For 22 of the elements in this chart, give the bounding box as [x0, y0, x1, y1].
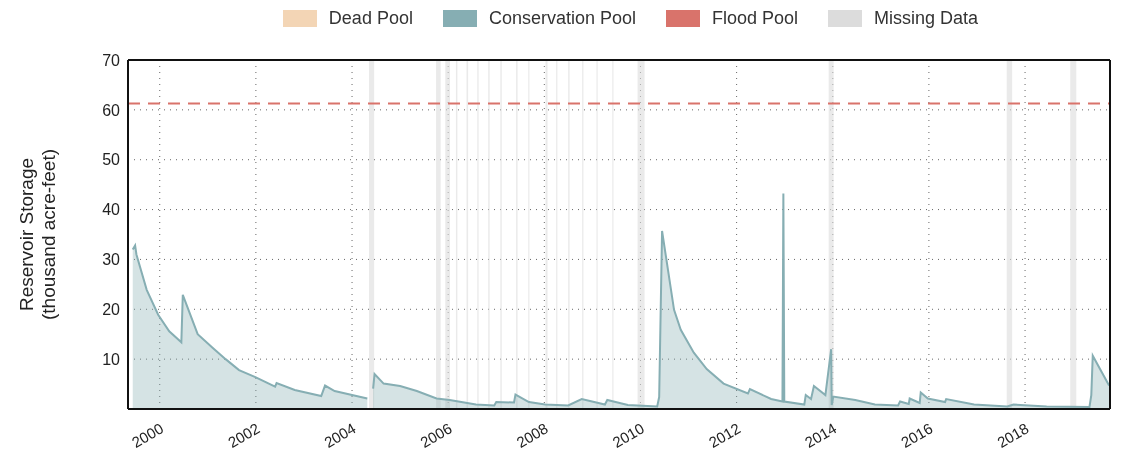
legend-label: Flood Pool	[712, 8, 799, 29]
x-tick-label: 2018	[994, 419, 1032, 451]
legend-label: Conservation Pool	[488, 8, 637, 29]
x-tick-label: 2010	[609, 419, 647, 451]
legend-label: Missing Data	[874, 8, 979, 29]
y-tick-label: 60	[102, 101, 121, 119]
y-tick-label: 30	[102, 251, 121, 269]
x-tick-label: 2008	[513, 419, 551, 451]
y-axis-title: Reservoir Storage (thousand acre-feet)	[16, 148, 59, 321]
y-tick-label: 70	[102, 51, 121, 69]
y-tick-label: 40	[102, 201, 121, 219]
x-tick-label: 2014	[801, 419, 840, 451]
x-tick-label: 2016	[898, 419, 936, 451]
x-tick-label: 2006	[417, 419, 455, 451]
y-tick-label: 50	[102, 151, 121, 169]
text: Dead Pool	[328, 8, 413, 29]
x-tick-label: 2004	[321, 419, 359, 451]
x-tick-label: 2000	[128, 419, 167, 451]
x-tick-label: 2012	[705, 419, 744, 451]
x-tick-label: 2002	[224, 419, 263, 451]
y-tick-label: 10	[102, 350, 121, 368]
y-tick-label: 20	[102, 300, 121, 318]
